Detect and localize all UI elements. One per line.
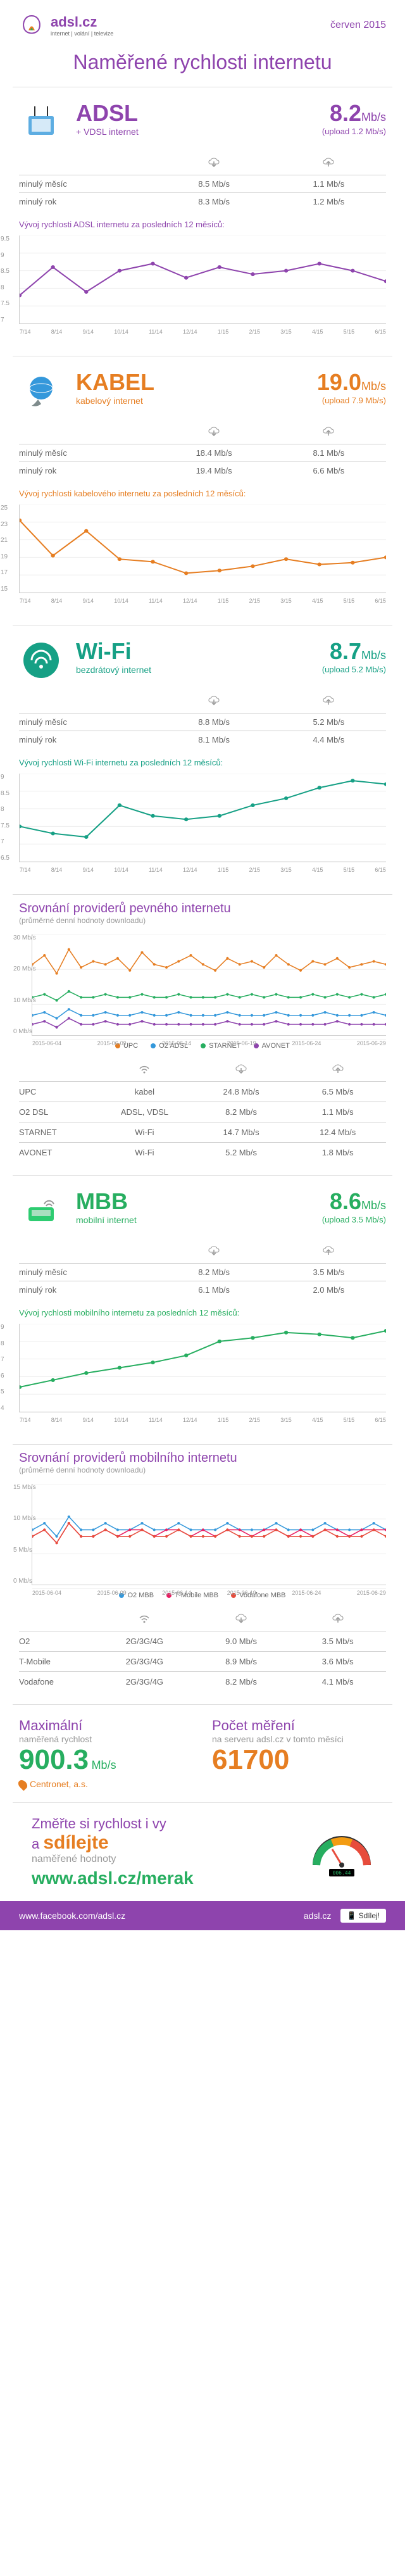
history-row: minulý měsíc18.4 Mb/s8.1 Mb/s	[19, 444, 386, 462]
section-sub: kabelový internet	[76, 396, 304, 406]
upload-value: (upload 7.9 Mb/s)	[317, 396, 386, 405]
mobile-compare-sub: (průměrné denní hodnoty downloadu)	[0, 1466, 405, 1484]
chart-title: Vývoj rychlosti kabelového internetu za …	[19, 489, 386, 498]
section-sub: bezdrátový internet	[76, 665, 309, 675]
history-row: minulý rok19.4 Mb/s6.6 Mb/s	[19, 462, 386, 479]
kabel-icon	[19, 369, 63, 413]
upload-value: (upload 1.2 Mb/s)	[322, 127, 386, 136]
section-name: MBB	[76, 1188, 309, 1215]
section-sub: + VDSL internet	[76, 127, 309, 137]
mbb-chart: 9876547/148/149/1410/1411/1412/141/152/1…	[19, 1324, 386, 1412]
chart-title: Vývoj rychlosti mobilního internetu za p…	[19, 1308, 386, 1317]
footer-fb[interactable]: www.facebook.com/adsl.cz	[19, 1911, 125, 1921]
upload-value: (upload 5.2 Mb/s)	[322, 665, 386, 674]
max-value: 900.3	[19, 1744, 89, 1775]
cta-highlight: sdílejte	[43, 1832, 108, 1853]
logo-sub-text: internet | volání | televize	[51, 30, 113, 37]
footer-site[interactable]: adsl.cz	[304, 1911, 332, 1921]
logo-icon	[19, 13, 44, 38]
provider-row: O2 DSLADSL, VDSL8.2 Mb/s1.1 Mb/s	[19, 1102, 386, 1122]
history-row: minulý rok8.1 Mb/s4.4 Mb/s	[19, 731, 386, 748]
footer: www.facebook.com/adsl.cz adsl.cz 📱 Sdíle…	[0, 1901, 405, 1930]
max-sublabel: naměřená rychlost	[19, 1734, 193, 1744]
provider-table: UPCkabel24.8 Mb/s6.5 Mb/sO2 DSLADSL, VDS…	[19, 1059, 386, 1162]
logo: adsl.cz internet | volání | televize	[19, 13, 113, 38]
provider-row: STARNETWi-Fi14.7 Mb/s12.4 Mb/s	[19, 1122, 386, 1142]
page-title: Naměřené rychlosti internetu	[13, 44, 392, 87]
mobile-table: O22G/3G/4G9.0 Mb/s3.5 Mb/sT-Mobile2G/3G/…	[19, 1609, 386, 1692]
max-provider: Centronet, a.s.	[19, 1779, 193, 1790]
cta: Změřte si rychlost i vy a sdílejte naměř…	[13, 1802, 392, 1901]
mbb-icon	[19, 1188, 63, 1233]
provider-compare-title: Srovnání providerů pevného internetu	[0, 895, 405, 916]
kabel-chart: 2523211917157/148/149/1410/1411/1412/141…	[19, 505, 386, 593]
mobile-compare-title: Srovnání providerů mobilního internetu	[0, 1445, 405, 1466]
location-icon	[16, 1778, 29, 1791]
count-label: Počet měření	[212, 1718, 386, 1734]
svg-text:006.44: 006.44	[333, 1870, 351, 1876]
footer-share[interactable]: 📱 Sdílej!	[340, 1909, 386, 1923]
date-label: červen 2015	[330, 20, 386, 31]
speed-value: 19.0	[317, 369, 361, 395]
bottom-stats: Maximální naměřená rychlost 900.3 Mb/s C…	[0, 1705, 405, 1802]
wifi-chart: 98.587.576.57/148/149/1410/1411/1412/141…	[19, 774, 386, 862]
section-wifi: Wi-Fi bezdrátový internet 8.7Mb/s (uploa…	[0, 625, 405, 894]
cta-line1: Změřte si rychlost i vy	[32, 1816, 297, 1832]
header: adsl.cz internet | volání | televize čer…	[0, 0, 405, 44]
section-kabel: KABEL kabelový internet 19.0Mb/s (upload…	[0, 356, 405, 625]
speed-value: 8.2	[330, 100, 361, 126]
chart-title: Vývoj rychlosti Wi-Fi internetu za posle…	[19, 758, 386, 767]
section-sub: mobilní internet	[76, 1215, 309, 1225]
section-mbb: MBB mobilní internet 8.6Mb/s (upload 3.5…	[0, 1176, 405, 1444]
provider-compare-chart: 30 Mb/s20 Mb/s10 Mb/s0 Mb/s2015-06-04201…	[32, 934, 386, 1036]
history-row: minulý měsíc8.5 Mb/s1.1 Mb/s	[19, 175, 386, 192]
adsl-icon	[19, 100, 63, 144]
mobile-compare-chart: 15 Mb/s10 Mb/s5 Mb/s0 Mb/s2015-06-042015…	[32, 1484, 386, 1585]
count-value: 61700	[212, 1744, 386, 1776]
section-name: ADSL	[76, 100, 309, 127]
wifi-icon	[19, 638, 63, 682]
provider-row: UPCkabel24.8 Mb/s6.5 Mb/s	[19, 1081, 386, 1102]
speed-value: 8.6	[330, 1188, 361, 1214]
upload-value: (upload 3.5 Mb/s)	[322, 1215, 386, 1224]
provider-row: T-Mobile2G/3G/4G8.9 Mb/s3.6 Mb/s	[19, 1651, 386, 1671]
section-adsl: ADSL + VDSL internet 8.2Mb/s (upload 1.2…	[0, 87, 405, 356]
history-row: minulý měsíc8.2 Mb/s3.5 Mb/s	[19, 1263, 386, 1281]
section-name: Wi-Fi	[76, 638, 309, 665]
provider-row: AVONETWi-Fi5.2 Mb/s1.8 Mb/s	[19, 1142, 386, 1162]
logo-main-text: adsl.cz	[51, 14, 113, 30]
chart-title: Vývoj rychlosti ADSL internetu za posled…	[19, 220, 386, 229]
provider-row: O22G/3G/4G9.0 Mb/s3.5 Mb/s	[19, 1631, 386, 1651]
history-row: minulý rok6.1 Mb/s2.0 Mb/s	[19, 1281, 386, 1298]
provider-compare-sub: (průměrné denní hodnoty downloadu)	[0, 916, 405, 934]
adsl-chart: 9.598.587.577/148/149/1410/1411/1412/141…	[19, 236, 386, 324]
provider-row: Vodafone2G/3G/4G8.2 Mb/s4.1 Mb/s	[19, 1671, 386, 1692]
speed-value: 8.7	[330, 638, 361, 664]
history-row: minulý rok8.3 Mb/s1.2 Mb/s	[19, 192, 386, 210]
count-sublabel: na serveru adsl.cz v tomto měsíci	[212, 1734, 386, 1744]
gauge-icon: 006.44	[310, 1827, 373, 1878]
section-name: KABEL	[76, 369, 304, 396]
history-row: minulý měsíc8.8 Mb/s5.2 Mb/s	[19, 713, 386, 731]
cta-url[interactable]: www.adsl.cz/merak	[32, 1868, 297, 1888]
max-label: Maximální	[19, 1718, 193, 1734]
